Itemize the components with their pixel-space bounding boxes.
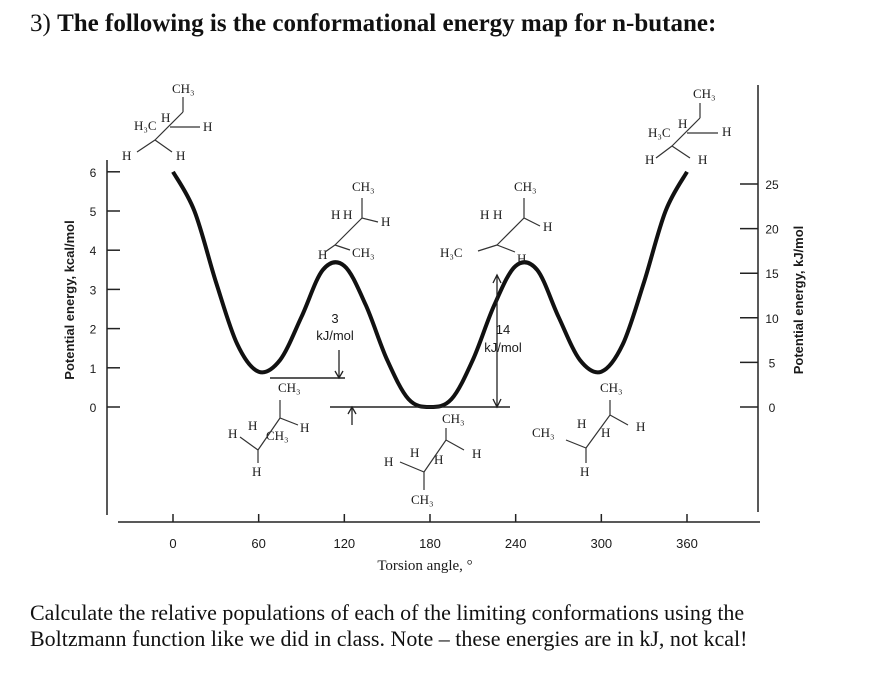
label-left-up: H₃C <box>648 125 671 140</box>
label-mid: H <box>678 116 687 131</box>
label-l: H <box>331 207 340 222</box>
question-number: 3) <box>30 10 51 37</box>
x-tick-label: 0 <box>169 536 176 551</box>
label-m: H <box>343 207 352 222</box>
label-left-up: H₃C <box>134 118 157 133</box>
x-tick-label: 240 <box>505 536 527 551</box>
label-right: H <box>203 119 212 134</box>
gauche-arrow-head <box>334 370 344 380</box>
label-bottom: CH₃ <box>411 492 434 507</box>
x-tick-label: 300 <box>590 536 612 551</box>
right-tick-label: 25 <box>765 178 779 192</box>
label-top: CH₃ <box>693 86 716 101</box>
label-br: H <box>517 251 526 266</box>
label-top: CH₃ <box>278 380 301 395</box>
label-l: H <box>228 426 237 441</box>
label-r: H <box>381 214 390 229</box>
label-bl: H <box>122 148 131 163</box>
label-bottom: H <box>252 464 261 479</box>
left-ticks: 0 1 2 3 4 5 6 <box>90 166 120 415</box>
label-top: CH₃ <box>600 380 623 395</box>
label-br: H <box>698 152 707 167</box>
label-m: H <box>410 445 419 460</box>
x-tick-label: 60 <box>251 536 265 551</box>
label-r: H <box>636 419 645 434</box>
barrier-arrow-head-bottom <box>492 398 502 409</box>
label-top: CH₃ <box>442 411 465 426</box>
gauche-energy-unit: kJ/mol <box>316 328 354 343</box>
conformer-eclipsed-0: CH₃ H₃C H H H H <box>122 81 212 163</box>
label-mid: H <box>161 110 170 125</box>
label-l: CH₃ <box>532 425 555 440</box>
label-bl: H <box>645 152 654 167</box>
right-tick-label: 0 <box>769 401 776 415</box>
label-m: H <box>248 418 257 433</box>
question-footer: Calculate the relative populations of ea… <box>30 600 880 652</box>
bonds <box>136 97 200 153</box>
right-tick-label: 15 <box>765 267 779 281</box>
conformer-eclipsed-360: CH₃ H₃C H H H H <box>645 86 731 167</box>
x-axis-label: Torsion angle, ° <box>377 558 472 574</box>
barrier-arrow-head-top <box>492 273 502 284</box>
label-top: CH₃ <box>172 81 195 96</box>
footer-line-1: Calculate the relative populations of ea… <box>30 600 745 625</box>
left-tick-label: 1 <box>90 362 97 376</box>
gauche-energy-value: 3 <box>331 311 338 326</box>
bonds <box>399 428 465 490</box>
right-tick-label: 10 <box>765 312 779 326</box>
label-rear: CH₃ <box>266 428 289 443</box>
label-r: H <box>543 219 552 234</box>
gauche-arrow-lower-head <box>347 405 357 415</box>
label-bottom: H <box>580 464 589 479</box>
bonds <box>655 103 718 159</box>
label-bl: H <box>318 247 327 262</box>
label-br: H <box>176 148 185 163</box>
left-tick-label: 4 <box>90 244 97 258</box>
conformer-eclipsed-240: CH₃ H H H H₃C H <box>440 179 552 266</box>
x-tick-label: 120 <box>333 536 355 551</box>
left-tick-label: 0 <box>90 401 97 415</box>
left-tick-label: 2 <box>90 323 97 337</box>
left-tick-label: 6 <box>90 166 97 180</box>
bonds <box>324 198 379 253</box>
conformer-eclipsed-120: CH₃ H H H H CH₃ <box>318 179 390 262</box>
barrier-energy-value: 14 <box>496 322 510 337</box>
right-tick-label: 5 <box>769 356 776 370</box>
conformer-anti-180: CH₃ H H H H CH₃ <box>384 411 481 507</box>
barrier-energy-unit: kJ/mol <box>484 340 522 355</box>
question-heading: 3) The following is the conformational e… <box>30 10 716 38</box>
label-r: H <box>300 420 309 435</box>
label-m: H <box>493 207 502 222</box>
label-l: H <box>384 454 393 469</box>
label-r: H <box>472 446 481 461</box>
label-rh: H <box>434 452 443 467</box>
x-tick-label: 180 <box>419 536 441 551</box>
left-tick-label: 3 <box>90 283 97 297</box>
conformer-gauche-60: CH₃ H H H CH₃ H <box>228 380 309 479</box>
right-tick-label: 20 <box>765 223 779 237</box>
bonds <box>565 400 629 463</box>
label-right: H <box>722 124 731 139</box>
right-ticks: 0 5 10 15 20 25 <box>740 178 779 415</box>
label-rh: H <box>601 425 610 440</box>
left-tick-label: 5 <box>90 205 97 219</box>
label-top: CH₃ <box>352 179 375 194</box>
x-ticks: 0 60 120 180 240 300 360 <box>169 514 698 551</box>
y-axis-label-right: Potential energy, kJ/mol <box>791 226 806 375</box>
question-stem: The following is the conformational ener… <box>57 10 717 37</box>
bonds <box>477 198 541 253</box>
footer-line-2: Boltzmann function like we did in class.… <box>30 626 748 651</box>
x-tick-label: 360 <box>676 536 698 551</box>
conformer-gauche-300: CH₃ CH₃ H H H H <box>532 380 645 479</box>
label-l: H <box>480 207 489 222</box>
energy-curve <box>171 170 689 410</box>
y-axis-label-left: Potential energy, kcal/mol <box>62 220 77 379</box>
label-m: H <box>577 416 586 431</box>
label-top: CH₃ <box>514 179 537 194</box>
label-br: CH₃ <box>352 245 375 260</box>
label-bl: H₃C <box>440 245 463 260</box>
bonds <box>239 400 299 463</box>
